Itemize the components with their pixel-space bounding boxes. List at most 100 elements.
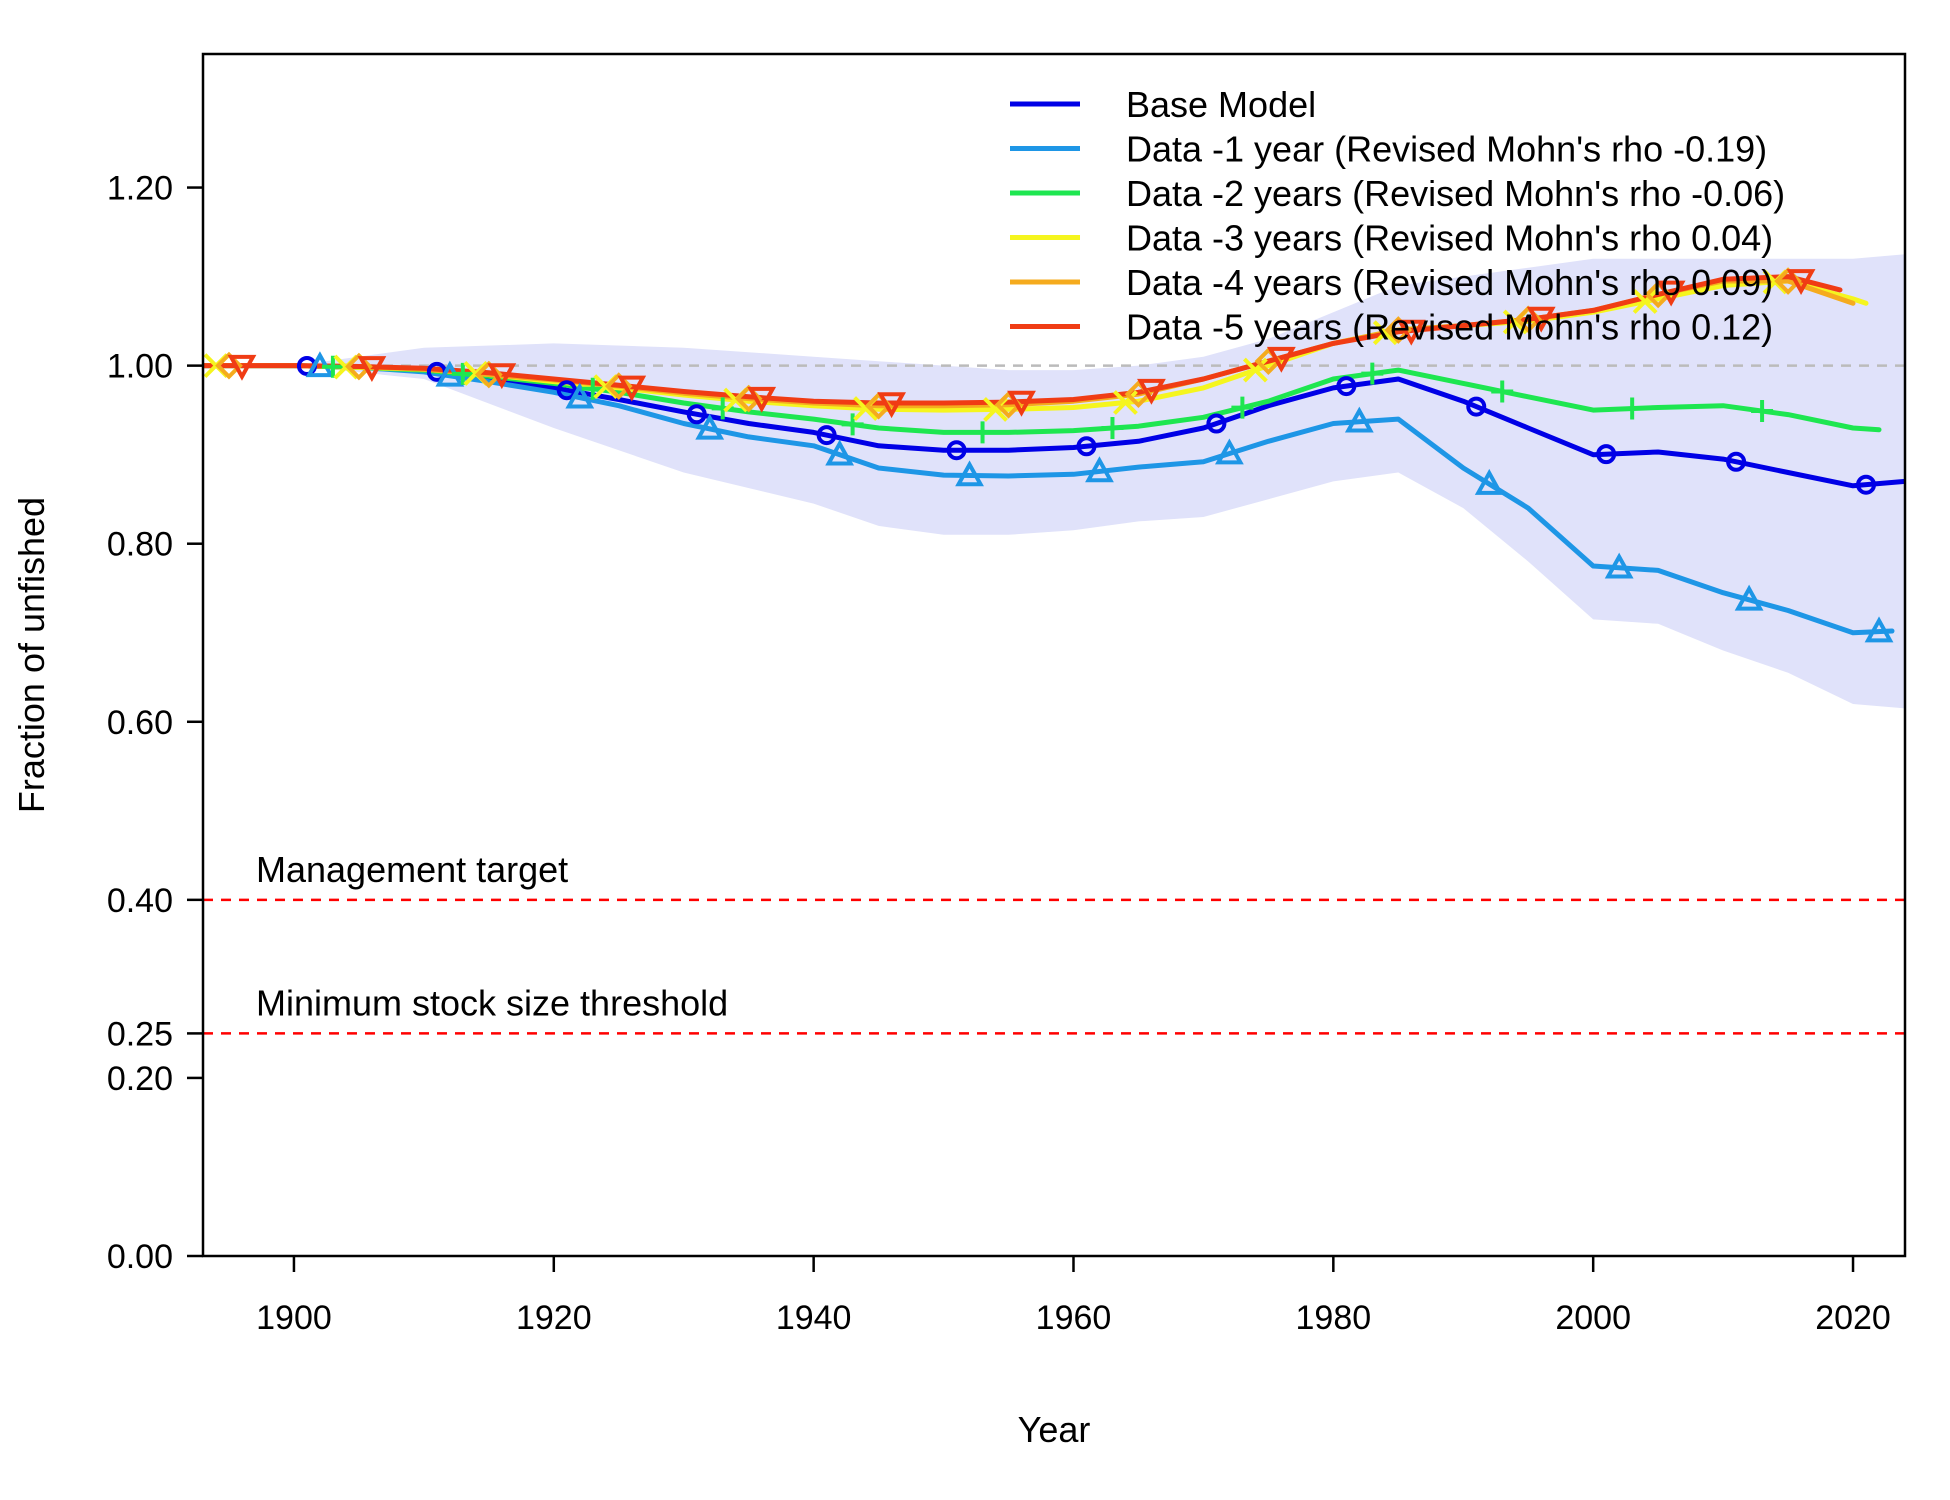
series-point <box>1231 396 1254 419</box>
legend-item: Data -3 years (Revised Mohn's rho 0.04) <box>1010 218 1773 259</box>
series-layer <box>203 267 1905 643</box>
series-point <box>565 382 595 409</box>
series-point <box>747 386 777 413</box>
series-point <box>1336 376 1357 397</box>
x-axis: 1900 1920 1940 1960 1980 2000 2020 <box>256 1256 1891 1337</box>
x-tick-label: 1960 <box>1036 1299 1112 1337</box>
series-point <box>686 404 707 425</box>
series-point <box>1396 319 1426 346</box>
series-point <box>1526 306 1556 333</box>
series-point <box>1007 390 1036 417</box>
series-point <box>1856 474 1877 495</box>
y-tick-label: 1.00 <box>107 348 173 386</box>
series-point <box>604 372 633 400</box>
series-point <box>357 356 387 382</box>
series-point <box>1137 378 1166 405</box>
series-point <box>1621 397 1644 420</box>
x-tick-label: 1920 <box>516 1299 592 1337</box>
series-point <box>1726 451 1747 472</box>
x-tick-label: 2000 <box>1555 1299 1631 1337</box>
y-tick-label: 0.20 <box>107 1060 173 1098</box>
series-point <box>1596 444 1617 465</box>
series-point <box>1085 456 1114 483</box>
series-1-markers <box>296 355 1877 495</box>
series-point <box>1751 400 1774 423</box>
series-line <box>203 363 1905 489</box>
series-3-markers <box>321 355 1774 444</box>
reference-line-label: Management target <box>256 849 568 890</box>
x-tick-label: 1980 <box>1296 1299 1372 1337</box>
series-point <box>1734 584 1764 611</box>
x-tick-label: 2020 <box>1815 1299 1891 1337</box>
series-point <box>841 413 864 436</box>
series-point <box>1266 346 1296 373</box>
legend-label: Data -3 years (Revised Mohn's rho 0.04) <box>1126 218 1773 259</box>
confidence-band <box>203 254 1905 709</box>
series-point <box>617 375 647 402</box>
series-point <box>1101 416 1124 439</box>
legend-item: Data -4 years (Revised Mohn's rho 0.09) <box>1010 262 1773 303</box>
series-point <box>1864 616 1894 643</box>
legend-item: Data -2 years (Revised Mohn's rho -0.06) <box>1010 173 1785 214</box>
series-point <box>1344 406 1374 433</box>
x-tick-label: 1940 <box>776 1299 852 1337</box>
series-point <box>487 363 517 390</box>
series-point <box>946 440 967 461</box>
series-point <box>955 460 984 487</box>
series-1 <box>203 363 1905 489</box>
x-axis-title: Year <box>1018 1409 1091 1450</box>
series-point <box>451 362 474 385</box>
legend-label: Data -4 years (Revised Mohn's rho 0.09) <box>1126 262 1773 303</box>
legend-item: Data -1 year (Revised Mohn's rho -0.19) <box>1010 129 1767 170</box>
series-point <box>877 392 906 419</box>
series-point <box>825 439 855 466</box>
y-tick-label: 0.00 <box>107 1238 173 1276</box>
series-point <box>1466 396 1487 417</box>
series-point <box>1786 269 1816 296</box>
series-point <box>1242 357 1268 383</box>
series-point <box>215 351 243 380</box>
reference-lines-layer <box>203 364 1905 1035</box>
legend-label: Data -1 year (Revised Mohn's rho -0.19) <box>1126 129 1767 170</box>
y-tick-label: 0.40 <box>107 882 173 920</box>
series-2 <box>203 363 1895 636</box>
series-point <box>695 413 725 440</box>
series-point <box>1474 468 1504 495</box>
series-point <box>1113 390 1138 415</box>
y-axis: 0.00 0.20 0.25 0.40 0.60 0.80 1.00 1.20 <box>107 170 203 1276</box>
reference-line-label: Minimum stock size threshold <box>256 982 728 1023</box>
x-tick-label: 1900 <box>256 1299 332 1337</box>
series-point <box>1604 552 1634 579</box>
series-point <box>556 380 577 401</box>
y-tick-label: 0.80 <box>107 526 173 564</box>
series-point <box>816 425 837 446</box>
legend-label: Base Model <box>1126 84 1316 125</box>
legend-label: Data -5 years (Revised Mohn's rho 0.12) <box>1126 307 1773 348</box>
confidence-band-layer <box>203 254 1905 709</box>
y-tick-label: 0.60 <box>107 704 173 742</box>
legend-label: Data -2 years (Revised Mohn's rho -0.06) <box>1126 173 1785 214</box>
series-6-markers <box>227 269 1816 419</box>
series-point <box>971 421 994 444</box>
series-point <box>1206 413 1227 434</box>
series-point <box>581 377 604 400</box>
series-point <box>1214 438 1244 465</box>
series-point <box>227 354 257 381</box>
series-point <box>1491 380 1514 403</box>
y-tick-label: 0.25 <box>107 1015 173 1053</box>
series-point <box>1076 436 1097 457</box>
series-point <box>1361 362 1384 385</box>
plot-frame <box>201 52 1907 1258</box>
series-point <box>1656 280 1686 307</box>
legend-item: Data -5 years (Revised Mohn's rho 0.12) <box>1010 307 1773 348</box>
y-axis-title: Fraction of unfished <box>11 497 52 813</box>
series-point <box>321 355 344 378</box>
series-point <box>345 352 373 381</box>
series-point <box>1384 316 1413 344</box>
legend-item: Base Model <box>1010 84 1316 125</box>
series-point <box>1632 289 1658 314</box>
series-line <box>203 363 1895 636</box>
y-tick-label: 1.20 <box>107 170 173 208</box>
